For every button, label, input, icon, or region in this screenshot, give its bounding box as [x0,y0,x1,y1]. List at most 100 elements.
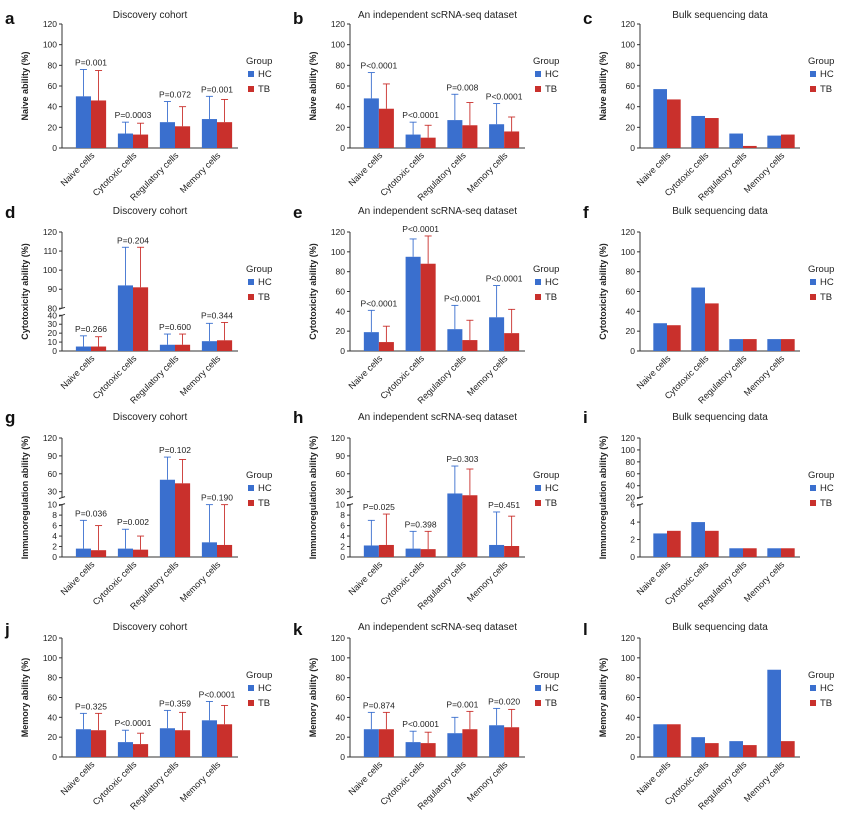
bar-tb [217,122,233,148]
y-tick-label: 120 [331,19,345,29]
bar-tb [217,544,233,557]
y-tick-label: 40 [48,310,58,320]
y-tick-label: 100 [621,40,635,50]
bar-tb [504,333,520,351]
y-tick-label: 100 [43,40,57,50]
y-tick-label: 120 [621,433,635,443]
p-value-label: P=0.001 [75,57,107,67]
legend-title: Group [808,264,834,275]
legend-swatch-tb [535,294,541,300]
legend-title: Group [246,264,272,275]
bar-tb [504,546,520,557]
panel-letter: i [583,408,588,427]
legend-label-hc: HC [545,277,559,288]
panel-title: Discovery cohort [113,622,188,633]
bar-hc [117,548,133,557]
y-tick-label: 30 [336,487,346,497]
legend-title: Group [533,470,559,481]
y-tick-label: 80 [626,267,636,277]
bar-tb [420,263,436,351]
x-tick-label: Memory cells [178,559,223,604]
y-tick-label: 120 [621,227,635,237]
bar-tb [133,744,149,757]
y-tick-label: 100 [621,445,635,455]
y-tick-label: 40 [336,102,346,112]
x-tick-label: Memory cells [742,759,787,804]
y-tick-label: 0 [630,346,635,356]
y-tick-label: 10 [336,500,346,510]
y-tick-label: 0 [52,552,57,562]
legend-title: Group [533,264,559,275]
y-tick-label: 40 [336,712,346,722]
legend-label-tb: TB [258,498,270,509]
bar-tb [175,730,191,757]
bar-tb [667,530,681,557]
bar-hc [75,548,91,557]
y-axis-label: Naive ability (%) [20,51,30,120]
y-tick-label: 60 [626,81,636,91]
panel-title: An independent scRNA-seq dataset [358,412,517,423]
bar-hc [767,339,781,351]
panel-letter: h [293,408,303,427]
legend-swatch-hc [535,485,541,491]
legend-label-hc: HC [820,683,834,694]
legend-title: Group [246,670,272,681]
bar-hc [75,96,91,148]
bar-tb [667,325,681,351]
bar-hc [201,720,217,757]
bar-hc [405,134,421,148]
bar-hc [729,339,743,351]
bar-hc [767,548,781,557]
p-value-label: P<0.0001 [402,224,439,234]
legend-swatch-hc [248,71,254,77]
bar-tb [133,549,149,557]
bar-hc [447,120,463,148]
y-tick-label: 120 [621,633,635,643]
x-tick-label: Memory cells [178,353,223,398]
bar-tb [781,134,795,148]
p-value-label: P<0.0001 [444,293,481,303]
x-tick-label: Naive cells [59,353,97,391]
x-tick-label: Naive cells [635,353,673,391]
legend-swatch-hc [248,279,254,285]
y-tick-label: 0 [340,552,345,562]
y-tick-label: 0 [340,346,345,356]
bar-tb [378,342,394,351]
bar-tb [705,118,719,148]
y-axis-label: Cytotoxicity ability (%) [20,243,30,340]
y-tick-label: 4 [630,517,635,527]
y-axis-label: Immunoregulation ability (%) [308,436,318,560]
bar-tb [462,729,478,757]
x-tick-label: Naive cells [635,559,673,597]
x-tick-label: Memory cells [742,353,787,398]
panel-letter: f [583,203,589,222]
bar-tb [175,126,191,148]
axis-break-mark [346,496,354,500]
y-tick-label: 30 [48,487,58,497]
y-tick-label: 120 [331,633,345,643]
panel-title: Bulk sequencing data [672,412,768,423]
bar-hc [691,737,705,757]
legend-swatch-tb [810,700,816,706]
y-axis-label: Cytotoxicity ability (%) [598,243,608,340]
bar-tb [781,339,795,351]
y-tick-label: 80 [48,673,58,683]
p-value-label: P=0.001 [446,699,478,709]
bar-hc [159,728,175,757]
p-value-label: P=0.398 [405,519,437,529]
p-value-label: P=0.008 [446,82,478,92]
p-value-label: P<0.0001 [361,298,398,308]
bar-hc [201,542,217,557]
bar-hc [201,341,217,351]
y-tick-label: 0 [340,752,345,762]
y-tick-label: 80 [48,303,58,313]
y-tick-label: 120 [43,633,57,643]
y-tick-label: 20 [336,732,346,742]
p-value-label: P=0.190 [201,493,233,503]
bar-hc [691,287,705,351]
bar-tb [378,544,394,557]
bar-tb [667,724,681,757]
y-tick-label: 60 [336,81,346,91]
x-tick-label: Memory cells [465,353,510,398]
bar-hc [201,119,217,148]
